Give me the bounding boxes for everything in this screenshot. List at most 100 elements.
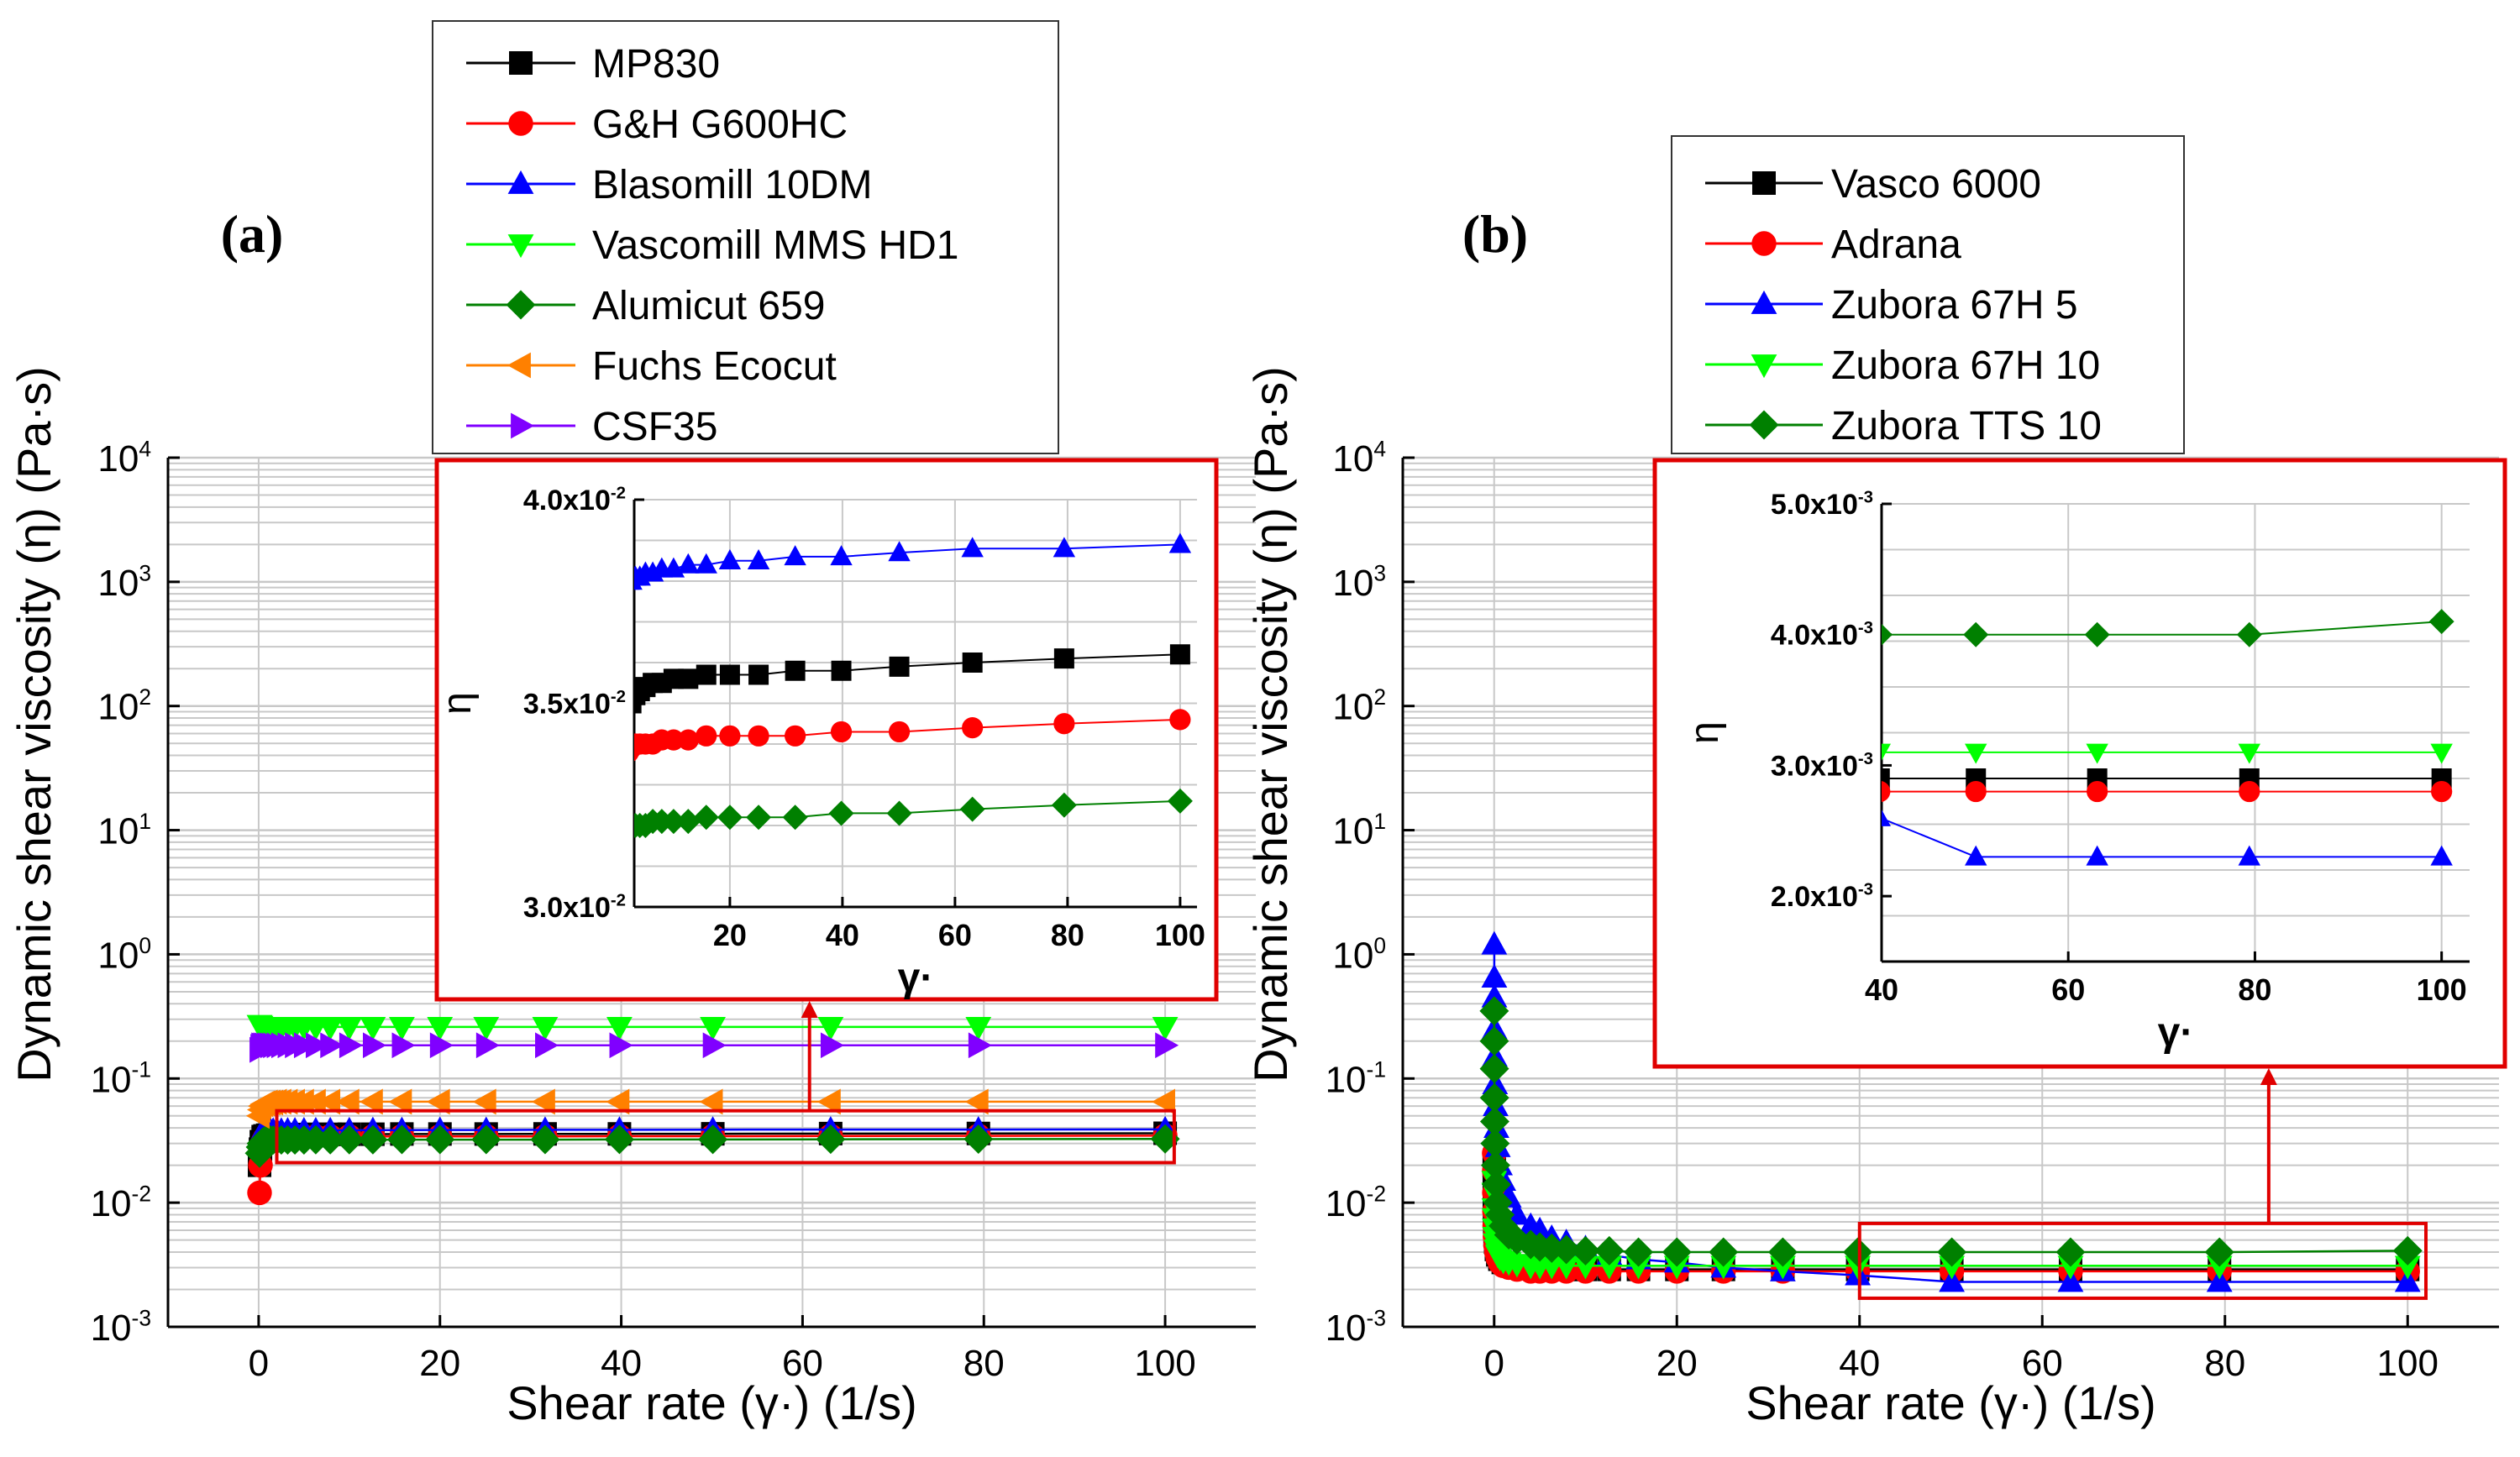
legend-item: Vasco 6000 (1705, 162, 2041, 207)
data-point (2055, 1237, 2086, 1267)
series-6 (249, 1032, 1179, 1063)
inset-data-point (962, 717, 984, 739)
inset-data-point (1053, 713, 1075, 735)
legend-swatch-marker (507, 170, 534, 194)
inset-data-point (1053, 537, 1076, 558)
inset-data-point (1882, 809, 1891, 826)
data-point (604, 1124, 634, 1155)
y-tick-label: 102 (97, 684, 151, 728)
inset-y-tick-label-base: 3.5x10 (523, 689, 611, 721)
legend-label: Zubora 67H 5 (1831, 283, 2078, 328)
y-tick-label: 101 (97, 809, 151, 852)
x-tick-label: 100 (2377, 1343, 2439, 1384)
inset-data-point (1168, 532, 1192, 553)
inset-x-axis-title: γ· (2158, 1010, 2194, 1055)
legend-label: Zubora TTS 10 (1831, 404, 2102, 448)
data-point (293, 1032, 318, 1059)
inset-data-point (1169, 709, 1191, 731)
inset-y-tick-label: 4.0x10-3 (1771, 619, 1873, 652)
legend-swatch-marker (506, 290, 536, 320)
y-tick-label-exp: -3 (132, 1305, 151, 1330)
inset-y-tick-label-base: 3.0x10 (523, 892, 611, 924)
y-tick-label: 10-2 (1326, 1182, 1386, 1225)
inset-y-tick-label: 3.5x10-2 (523, 688, 626, 721)
inset-data-point (719, 664, 740, 685)
legend-item: G&H G600HC (466, 102, 848, 147)
data-point (702, 1032, 727, 1059)
inset-y-tick-label-base: 2.0x10 (1771, 881, 1858, 913)
inset-data-point (1965, 845, 1987, 866)
inset-data-point (746, 804, 772, 831)
inset-data-point (2238, 743, 2260, 764)
data-point (2206, 1255, 2233, 1280)
data-point (429, 1032, 454, 1059)
data-point (1625, 1255, 1651, 1280)
inset-data-point (2431, 780, 2453, 803)
data-point (1770, 1255, 1796, 1280)
y-tick-label-exp: 2 (1373, 684, 1386, 710)
inset-data-point (696, 664, 717, 685)
inset-data-point (1051, 792, 1077, 818)
y-tick-label: 103 (97, 560, 151, 604)
legend-item: Adrana (1705, 223, 1961, 267)
inset-data-point (2086, 743, 2108, 764)
inset-data-point (2239, 780, 2260, 803)
series-4 (244, 1124, 1180, 1168)
data-point (1481, 983, 1508, 1008)
inset-y-tick-label: 3.0x10-3 (1771, 750, 1873, 783)
data-point (1479, 996, 1509, 1026)
y-axis-title: Dynamic shear viscosity (η) (Pa·s) (8, 366, 60, 1082)
inset-data-point (1882, 781, 1891, 802)
inset-data-point (785, 725, 806, 747)
data-point (820, 1032, 844, 1059)
inset-y-tick-label-exp: -3 (1858, 488, 1873, 506)
y-tick-label-exp: 4 (1373, 436, 1386, 461)
inset-series-1 (634, 709, 1191, 762)
legend-label: Blasomill 10DM (592, 163, 872, 207)
inset-y-tick-label-exp: -3 (1858, 750, 1873, 768)
data-point (1767, 1237, 1798, 1267)
data-point (1663, 1255, 1690, 1280)
inset-data-point (2430, 743, 2453, 764)
inset-data-point (695, 553, 717, 574)
connector-arrowhead (801, 1001, 818, 1018)
data-point (965, 1017, 992, 1041)
data-point (2057, 1255, 2084, 1280)
legend-item: MP830 (466, 42, 720, 86)
data-point (1939, 1268, 1965, 1292)
legend: Vasco 6000 Adrana Zubora 67H 5 Zubora 67H 1… (1671, 135, 2185, 454)
data-point (2204, 1237, 2234, 1267)
data-point (816, 1124, 846, 1155)
legend-item: Zubora 67H 5 (1705, 283, 2078, 328)
inset-data-point (959, 796, 985, 822)
legend-item: CSF35 (466, 405, 717, 449)
legend-swatch-marker (508, 111, 533, 136)
y-tick-label-exp: 3 (139, 560, 151, 585)
data-point (2206, 1268, 2233, 1292)
series-3 (246, 1014, 1179, 1041)
inset-data-point (2236, 621, 2262, 647)
connector-arrowhead (2260, 1068, 2277, 1085)
inset-data-point (718, 548, 742, 569)
y-tick-label-exp: 4 (139, 436, 151, 461)
inset-series-3 (1882, 743, 2453, 764)
data-point (472, 1088, 496, 1115)
inset-data-point (678, 668, 699, 689)
data-point (1624, 1237, 1654, 1267)
data-point (535, 1032, 559, 1059)
y-tick-label-exp: -1 (1367, 1057, 1386, 1082)
legend-label: Fuchs Ecocut (592, 344, 837, 389)
data-point (2057, 1268, 2084, 1292)
y-tick-label-exp: -2 (1367, 1182, 1386, 1207)
highlight-box (1857, 1221, 2428, 1300)
data-point (530, 1124, 560, 1155)
y-tick-label-base: 10 (91, 1183, 132, 1224)
x-tick-label: 80 (2204, 1343, 2245, 1384)
data-point (817, 1017, 844, 1041)
x-tick-label: 0 (1484, 1343, 1504, 1384)
data-point (358, 1124, 388, 1155)
inset-data-point (717, 804, 743, 831)
data-point (606, 1017, 633, 1041)
y-tick-label-base: 10 (1326, 1059, 1367, 1100)
